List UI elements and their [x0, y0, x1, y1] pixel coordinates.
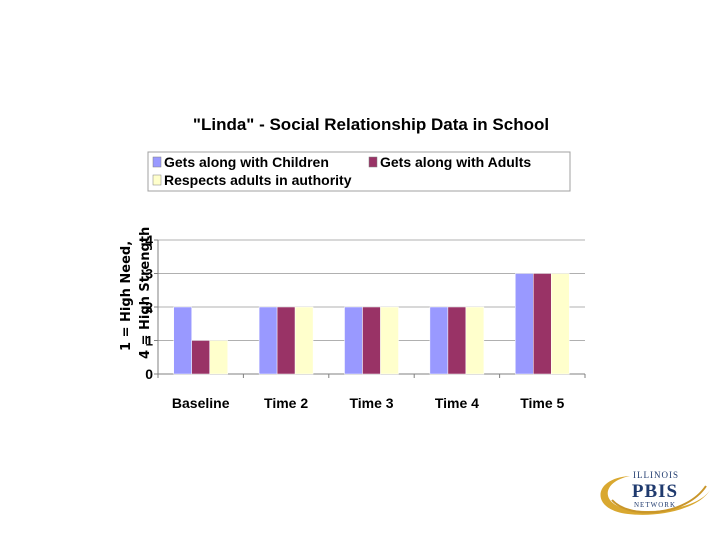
y-tick-label: 1 [145, 333, 153, 349]
legend-swatch-1 [152, 156, 162, 168]
logo-line-2: PBIS [632, 481, 678, 502]
logo-line-1: ILLINOIS [633, 470, 679, 480]
legend-swatch-3 [152, 174, 162, 186]
legend: Gets along with Children Gets along with … [147, 151, 571, 192]
bar-1-time-2 [258, 306, 278, 375]
bar-1-time-3 [344, 306, 363, 375]
logo-swoosh-inner [611, 485, 707, 514]
y-tick-label: 0 [145, 366, 153, 382]
logo-line-3: NETWORK [634, 501, 676, 509]
x-tick-label: Time 2 [264, 395, 308, 411]
pbis-logo: ILLINOIS PBIS NETWORK [600, 470, 710, 515]
bar-2-baseline [191, 340, 210, 375]
y-axis-label: 1 = High Need, 4 = High Strength [119, 227, 153, 359]
chart-title: "Linda" - Social Relationship Data in Sc… [193, 115, 549, 134]
x-tick-label: Baseline [172, 395, 230, 411]
y-tick-label: 4 [145, 232, 153, 248]
legend-box [147, 151, 571, 192]
y-axis-label-line-1: 1 = High Need, [119, 241, 134, 351]
bar-3-baseline [209, 340, 228, 375]
plot-area: 0 1 2 3 4 Baseline Time 2 Time 3 Time 4 Time 5 [145, 232, 586, 411]
bar-3-time-2 [294, 306, 314, 375]
x-tick-label: Time 3 [349, 395, 393, 411]
legend-swatch-2 [368, 156, 378, 168]
bar-1-time-5 [515, 273, 534, 375]
bar-1-time-4 [429, 306, 449, 375]
legend-label-2: Gets along with Adults [380, 154, 531, 170]
legend-label-3: Respects adults in authority [164, 172, 352, 188]
y-tick-label: 3 [145, 266, 153, 282]
bar-2-time-4 [447, 306, 467, 375]
bar-1-baseline [173, 306, 192, 375]
bar-3-time-5 [551, 273, 570, 375]
bar-2-time-5 [533, 273, 552, 375]
y-tick-label: 2 [145, 299, 153, 315]
bar-2-time-2 [276, 306, 296, 375]
y-axis-label-line-2: 4 = High Strength [138, 227, 153, 359]
x-tick-label: Time 4 [435, 395, 479, 411]
legend-label-1: Gets along with Children [164, 154, 329, 170]
x-tick-label: Time 5 [520, 395, 564, 411]
bar-3-time-4 [465, 306, 485, 375]
bar-2-time-3 [362, 306, 381, 375]
bar-3-time-3 [380, 306, 399, 375]
